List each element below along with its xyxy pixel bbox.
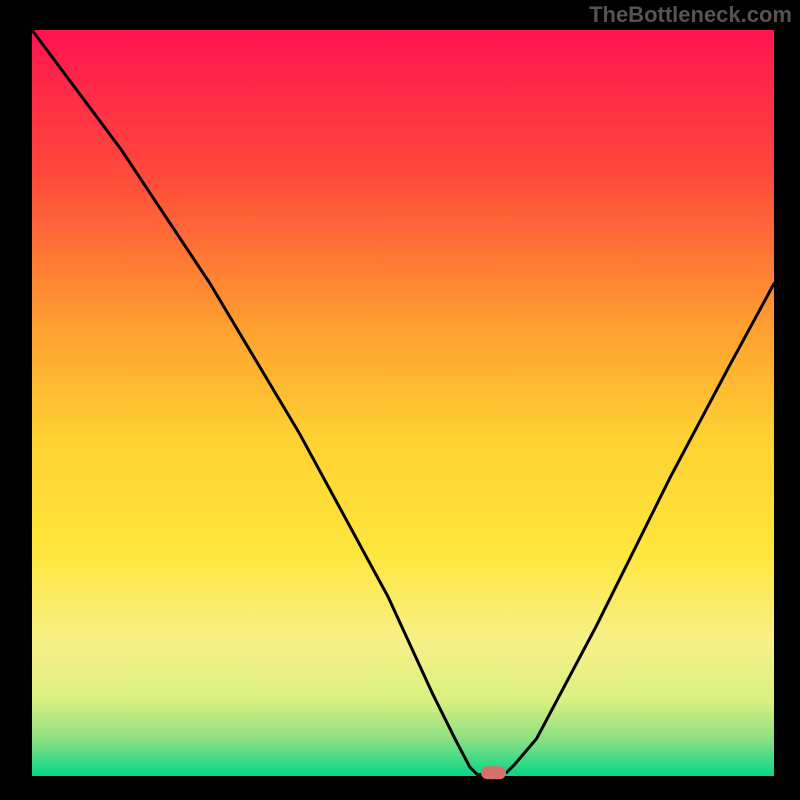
- plot-area: [32, 30, 774, 776]
- bottleneck-curve: [32, 30, 774, 776]
- watermark-text: TheBottleneck.com: [589, 2, 792, 28]
- minimum-marker: [481, 766, 507, 779]
- chart-frame: TheBottleneck.com: [0, 0, 800, 800]
